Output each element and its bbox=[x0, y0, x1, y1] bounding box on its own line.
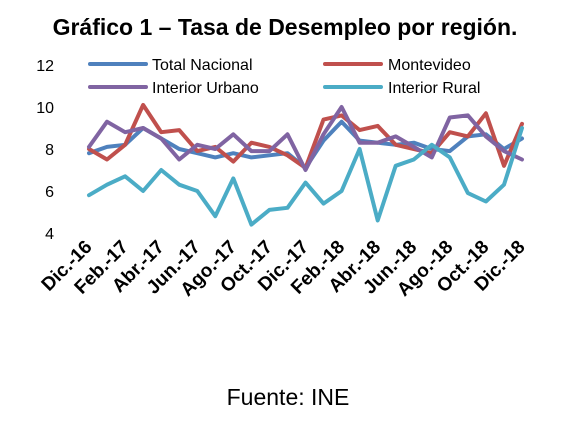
legend: Total Nacional Montevideo Interior Urbano I… bbox=[88, 57, 480, 97]
y-axis: 4 6 8 10 12 bbox=[36, 58, 54, 243]
series-line bbox=[87, 105, 524, 172]
legend-label: Montevideo bbox=[388, 57, 471, 74]
source-note: Fuente: INE bbox=[227, 384, 350, 410]
chart-title: Gráfico 1 – Tasa de Desempleo por región… bbox=[53, 14, 518, 40]
x-axis: Dic.-16Feb.-17Abr.-17Jun.-17Ago.-17Oct.-… bbox=[38, 237, 530, 301]
y-tick-label: 12 bbox=[36, 58, 54, 75]
y-tick-label: 6 bbox=[45, 184, 54, 201]
legend-item: Montevideo bbox=[323, 57, 471, 74]
legend-label: Interior Urbano bbox=[152, 80, 259, 97]
y-tick-label: 10 bbox=[36, 100, 54, 117]
series-group bbox=[87, 102, 524, 227]
legend-item: Interior Rural bbox=[323, 80, 480, 97]
legend-label: Interior Rural bbox=[388, 80, 480, 97]
legend-item: Total Nacional bbox=[88, 57, 253, 74]
y-tick-label: 4 bbox=[45, 226, 54, 243]
series-line bbox=[87, 119, 524, 170]
y-tick-label: 8 bbox=[45, 142, 54, 159]
legend-item: Interior Urbano bbox=[88, 80, 259, 97]
legend-label: Total Nacional bbox=[152, 57, 253, 74]
series-line bbox=[87, 126, 524, 227]
